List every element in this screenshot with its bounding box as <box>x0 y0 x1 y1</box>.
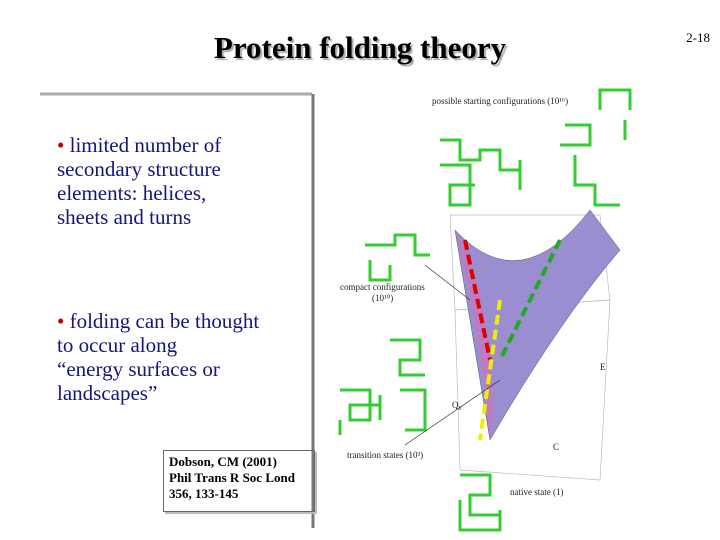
citation-line: 356, 133-145 <box>169 486 239 501</box>
axis-label: Q₀ <box>452 400 462 410</box>
figure-label: native state (1) <box>510 487 563 497</box>
bullet-text: folding can be thought <box>69 309 260 333</box>
figure-label: compact configurations <box>340 282 425 292</box>
bullet-text: to occur along <box>57 333 178 357</box>
figure-label: (10¹⁰) <box>372 293 393 303</box>
slide-number: 2-18 <box>686 30 710 45</box>
figure-label: possible starting configurations (10¹⁶) <box>432 96 568 106</box>
citation-line: Dobson, CM (2001) <box>169 454 277 469</box>
axis-label: E <box>600 362 606 372</box>
bullet: • folding can be thought to occur along … <box>57 309 259 405</box>
citation-line: Phil Trans R Soc Lond <box>169 470 295 485</box>
axis-label: C <box>553 442 559 452</box>
bullet-text: limited number of <box>69 133 222 157</box>
bullet-text: landscapes” <box>57 381 158 405</box>
bullet-marker: • <box>57 309 65 333</box>
slide-title: Protein folding theory <box>213 30 507 65</box>
bullet-text: “energy surfaces or <box>57 357 220 381</box>
bullet: • limited number of secondary structure … <box>57 133 221 229</box>
figure-label: transition states (10³) <box>347 450 423 460</box>
bullet-text: elements: helices, <box>57 181 207 205</box>
bullet-text: sheets and turns <box>57 205 192 229</box>
bullet-marker: • <box>57 133 65 157</box>
bullet-text: secondary structure <box>57 157 221 181</box>
figure: possible starting configurations (10¹⁶) … <box>338 88 632 532</box>
citation: Dobson, CM (2001) Phil Trans R Soc Lond … <box>163 450 315 512</box>
